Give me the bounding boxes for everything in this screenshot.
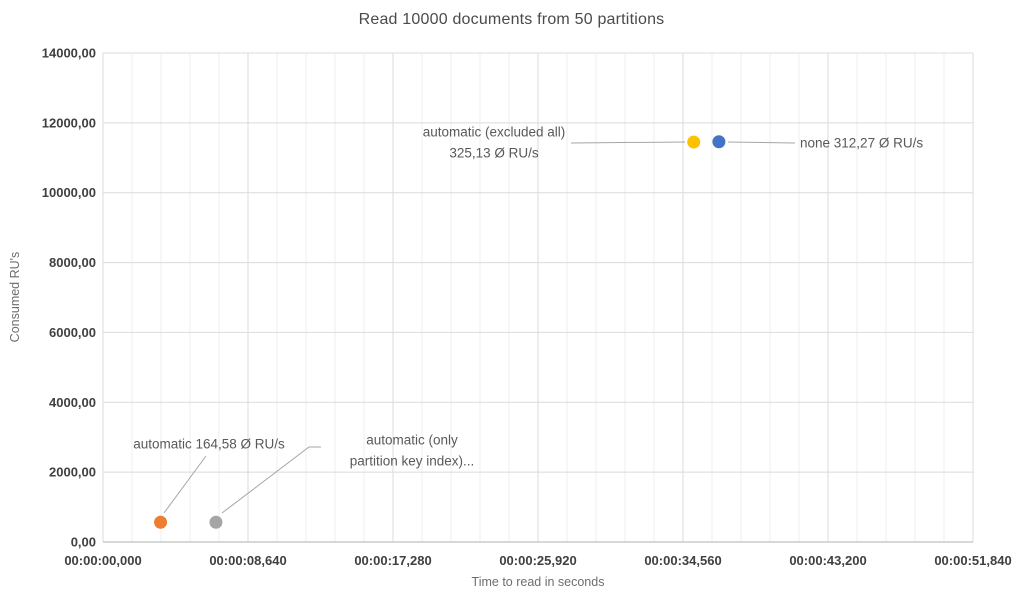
annotation-automatic-only-partition-key-index: automatic (only partition key index)... [350,433,475,469]
data-point-automatic-excluded-all[interactable] [687,135,701,149]
y-tick-label: 2000,00 [49,465,96,480]
leader-line-automatic-only-partition-key-index [221,446,321,514]
x-tick-label: 00:00:00,000 [64,553,141,568]
chart-title: Read 10000 documents from 50 partitions [358,11,665,28]
leader-line-automatic [163,455,207,514]
y-tick-label: 8000,00 [49,255,96,270]
leader-line-automatic-excluded-all [570,141,686,144]
x-tick-label: 00:00:34,560 [644,553,721,568]
x-tick-label: 00:00:43,200 [789,553,866,568]
y-tick-label: 12000,00 [42,115,96,130]
annotation-automatic-excluded-all: automatic (excluded all) 325,13 Ø RU/s [423,125,566,161]
annotation-none: none 312,27 Ø RU/s [800,136,923,151]
y-tick-label: 14000,00 [42,46,96,61]
data-point-automatic-only-partition-key-index[interactable] [209,515,223,529]
data-point-automatic[interactable] [154,515,168,529]
y-tick-label: 6000,00 [49,325,96,340]
data-point-none[interactable] [712,135,726,149]
y-tick-label: 4000,00 [49,395,96,410]
x-tick-label: 00:00:08,640 [209,553,286,568]
x-tick-label: 00:00:51,840 [934,553,1011,568]
leader-line-none [727,141,796,144]
y-tick-label: 10000,00 [42,185,96,200]
x-tick-label: 00:00:25,920 [499,553,576,568]
x-axis-title: Time to read in seconds [471,575,605,589]
annotation-automatic: automatic 164,58 Ø RU/s [133,437,285,452]
y-tick-label: 0,00 [71,535,96,550]
x-tick-label: 00:00:17,280 [354,553,431,568]
